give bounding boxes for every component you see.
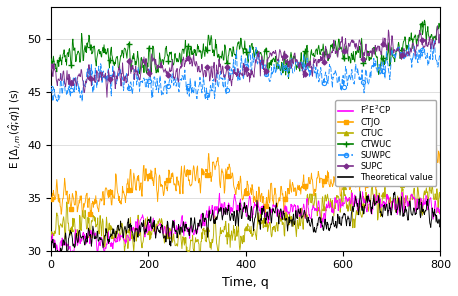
Legend: F$^2$E$^2$CP, CTJO, CTUC, CTWUC, SUWPC, SUPC, Theoretical value: F$^2$E$^2$CP, CTJO, CTUC, CTWUC, SUWPC, … [335, 100, 436, 186]
Y-axis label: E [$\Delta_{i,m}$($\hat{q}$;$q$)] (s): E [$\Delta_{i,m}$($\hat{q}$;$q$)] (s) [7, 89, 24, 169]
X-axis label: Time, q: Time, q [222, 276, 269, 289]
